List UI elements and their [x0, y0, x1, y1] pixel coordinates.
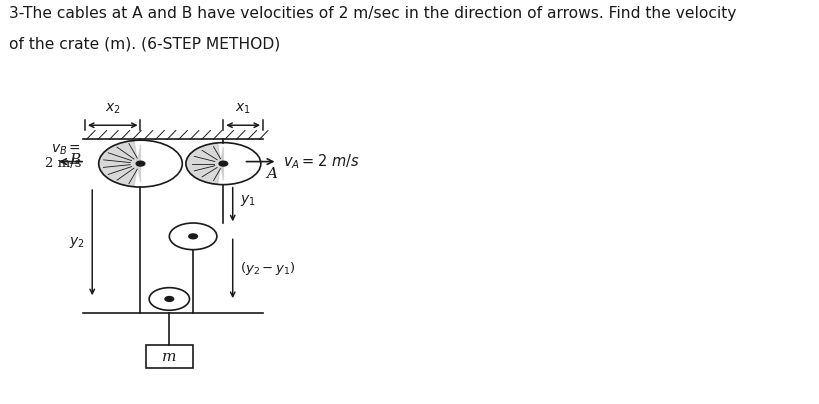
Text: 2 m/s: 2 m/s	[45, 157, 81, 170]
Text: $v_A = 2\ m/s$: $v_A = 2\ m/s$	[283, 152, 360, 171]
Polygon shape	[186, 143, 223, 184]
Text: $(y_2-y_1)$: $(y_2-y_1)$	[240, 260, 295, 277]
Circle shape	[219, 161, 228, 166]
Circle shape	[188, 234, 197, 239]
Text: of the crate (m). (6-STEP METHOD): of the crate (m). (6-STEP METHOD)	[9, 36, 279, 51]
Text: A: A	[266, 167, 278, 181]
Text: $x_1$: $x_1$	[235, 102, 251, 116]
Text: $v_B=$: $v_B=$	[52, 142, 81, 157]
Text: $y_2$: $y_2$	[69, 235, 85, 250]
Text: $y_1$: $y_1$	[240, 193, 256, 208]
Text: B: B	[70, 153, 80, 166]
Circle shape	[136, 161, 145, 166]
Text: 3-The cables at A and B have velocities of 2 m/sec in the direction of arrows. F: 3-The cables at A and B have velocities …	[9, 6, 735, 21]
Text: m: m	[162, 349, 176, 364]
Bar	[146, 345, 192, 368]
Text: $x_2$: $x_2$	[105, 102, 120, 116]
Polygon shape	[98, 141, 140, 187]
Circle shape	[165, 297, 174, 301]
